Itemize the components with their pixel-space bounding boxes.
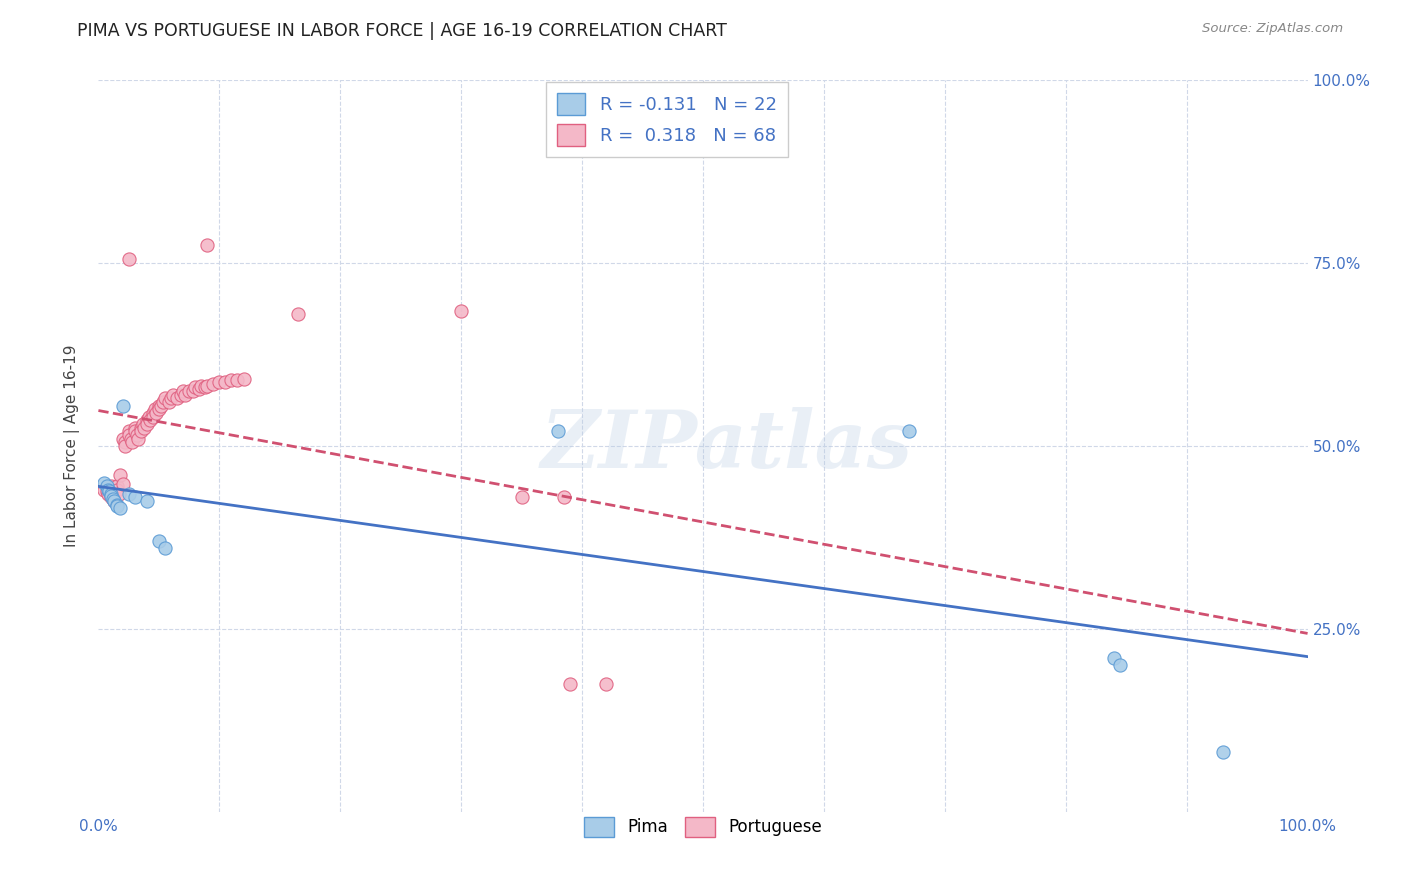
Point (181, 384, 204, 399)
Point (114, 435, 136, 450)
Point (118, 486, 141, 500)
Text: Source: ZipAtlas.com: Source: ZipAtlas.com (1202, 22, 1343, 36)
Point (184, 380, 207, 394)
Point (111, 399, 134, 413)
Text: PIMA VS PORTUGUESE IN LABOR FORCE | AGE 16-19 CORRELATION CHART: PIMA VS PORTUGUESE IN LABOR FORCE | AGE … (77, 22, 727, 40)
Point (142, 409, 165, 424)
Point (96, 479, 118, 493)
Point (547, 425, 569, 439)
Point (510, 490, 533, 504)
Point (98, 484, 121, 499)
Point (139, 413, 162, 427)
Point (157, 395, 180, 409)
Point (160, 392, 183, 406)
Point (202, 376, 225, 391)
Point (194, 380, 217, 394)
Point (93, 483, 115, 497)
Point (174, 388, 197, 402)
Point (172, 384, 194, 399)
Point (129, 421, 152, 435)
Point (124, 425, 146, 439)
Point (221, 373, 243, 387)
Point (135, 413, 157, 427)
Point (127, 432, 149, 446)
Point (97, 483, 120, 497)
Point (108, 468, 131, 483)
Text: ZIPatlas: ZIPatlas (541, 408, 914, 484)
Point (179, 384, 201, 399)
Point (558, 676, 581, 690)
Point (145, 406, 167, 420)
Point (187, 382, 209, 396)
Point (108, 501, 131, 516)
Point (595, 676, 617, 690)
Point (114, 439, 136, 453)
Point (135, 494, 157, 508)
Point (124, 490, 146, 504)
Point (142, 406, 165, 420)
Point (93, 475, 115, 490)
Point (553, 490, 575, 504)
Point (208, 375, 231, 389)
Point (287, 307, 309, 321)
Point (232, 372, 254, 386)
Point (124, 421, 146, 435)
Point (111, 432, 134, 446)
Point (118, 252, 141, 267)
Point (195, 237, 218, 252)
Point (105, 479, 128, 493)
Point (169, 388, 191, 402)
Point (118, 425, 141, 439)
Point (214, 375, 236, 389)
Point (108, 486, 131, 500)
Point (105, 483, 128, 497)
Point (127, 428, 149, 442)
Point (134, 421, 156, 435)
Point (1102, 651, 1125, 665)
Point (100, 479, 122, 493)
Y-axis label: In Labor Force | Age 16-19: In Labor Force | Age 16-19 (63, 344, 80, 548)
Point (450, 303, 472, 318)
Point (100, 486, 122, 500)
Point (897, 425, 920, 439)
Point (152, 395, 174, 409)
Point (153, 541, 176, 556)
Point (1212, 745, 1234, 759)
Point (135, 417, 157, 431)
Legend: Pima, Portuguese: Pima, Portuguese (578, 810, 828, 844)
Point (101, 491, 124, 506)
Point (105, 498, 128, 512)
Point (118, 428, 141, 442)
Point (1109, 658, 1132, 673)
Point (96, 484, 118, 499)
Point (148, 402, 170, 417)
Point (105, 499, 128, 513)
Point (143, 402, 166, 417)
Point (111, 477, 134, 491)
Point (148, 534, 170, 549)
Point (103, 494, 125, 508)
Point (150, 399, 173, 413)
Point (121, 435, 143, 450)
Point (100, 489, 122, 503)
Point (153, 392, 176, 406)
Point (103, 494, 125, 508)
Point (100, 490, 122, 504)
Point (148, 399, 170, 413)
Point (226, 373, 249, 387)
Point (138, 409, 160, 424)
Point (195, 379, 218, 393)
Point (166, 392, 188, 406)
Point (132, 417, 155, 431)
Point (190, 379, 212, 393)
Point (120, 432, 142, 446)
Point (101, 491, 124, 506)
Point (97, 486, 120, 500)
Point (129, 425, 152, 439)
Point (162, 388, 184, 402)
